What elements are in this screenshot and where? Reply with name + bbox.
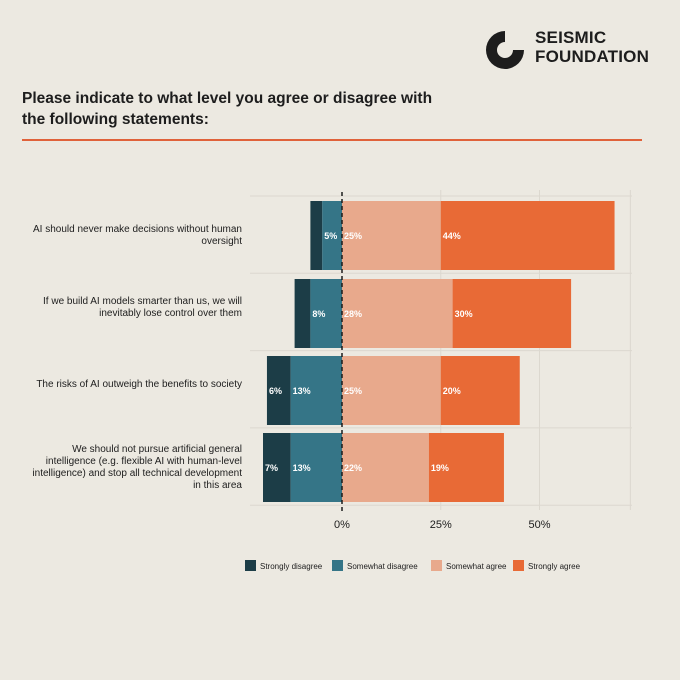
- data-label-4-1: 7%: [265, 463, 278, 473]
- bar-4-strongly-disagree: [263, 433, 291, 502]
- data-label-3-4: 20%: [443, 386, 461, 396]
- category-label-2: If we build AI models smarter than us, w…: [43, 296, 242, 319]
- seismic-foundation-logo: SEISMIC FOUNDATION: [482, 26, 662, 72]
- legend-swatch-1: [245, 560, 256, 571]
- x-tick-label-3: 50%: [528, 519, 550, 531]
- data-label-3-3: 25%: [344, 386, 362, 396]
- bar-4-somewhat-disagree: [290, 433, 342, 502]
- data-label-4-3: 22%: [344, 463, 362, 473]
- bar-2-somewhat-agree: [342, 279, 453, 348]
- data-label-1-4: 44%: [443, 231, 461, 241]
- data-label-4-4: 19%: [431, 463, 449, 473]
- bar-3-somewhat-disagree: [290, 356, 342, 425]
- bar-1-strongly-disagree: [310, 201, 323, 270]
- data-label-3-1: 6%: [269, 386, 282, 396]
- data-label-1-3: 25%: [344, 231, 362, 241]
- data-label-2-4: 30%: [455, 309, 473, 319]
- bar-1-strongly-agree: [440, 201, 615, 270]
- legend-swatch-2: [332, 560, 343, 571]
- data-label-2-2: 8%: [312, 309, 325, 319]
- data-label-3-2: 13%: [293, 386, 311, 396]
- x-tick-label-2: 25%: [430, 519, 452, 531]
- legend-label-4: Strongly agree: [528, 562, 581, 571]
- bar-3-somewhat-agree: [342, 356, 441, 425]
- legend-swatch-4: [513, 560, 524, 571]
- bar-4-somewhat-agree: [342, 433, 429, 502]
- data-label-1-2: 5%: [324, 231, 337, 241]
- bar-3-strongly-agree: [440, 356, 520, 425]
- bar-2-somewhat-disagree: [310, 279, 342, 348]
- bar-4-strongly-agree: [428, 433, 504, 502]
- data-label-2-3: 28%: [344, 309, 362, 319]
- survey-question: Please indicate to what level you agree …: [22, 90, 433, 128]
- category-label-1: AI should never make decisions without h…: [32, 224, 242, 247]
- heading-divider: [22, 139, 642, 141]
- bar-2-strongly-agree: [452, 279, 572, 348]
- bar-1-somewhat-agree: [342, 201, 441, 270]
- category-label-4: We should not pursue artificial general …: [32, 444, 242, 491]
- legend-label-3: Somewhat agree: [446, 562, 507, 571]
- brand-line-1: SEISMIC: [535, 28, 607, 47]
- legend-swatch-3: [431, 560, 442, 571]
- category-label-3: The risks of AI outweigh the benefits to…: [36, 379, 242, 390]
- bar-2-strongly-disagree: [294, 279, 311, 348]
- legend-label-1: Strongly disagree: [260, 562, 323, 571]
- x-tick-label-1: 0%: [334, 519, 350, 531]
- data-label-4-2: 13%: [293, 463, 311, 473]
- brand-line-2: FOUNDATION: [535, 47, 650, 66]
- seismic-logo-icon: [486, 31, 524, 69]
- legend-label-2: Somewhat disagree: [347, 562, 418, 571]
- bar-1-somewhat-disagree: [322, 201, 342, 270]
- bar-3-strongly-disagree: [266, 356, 291, 425]
- brand-name: SEISMIC FOUNDATION: [535, 28, 649, 66]
